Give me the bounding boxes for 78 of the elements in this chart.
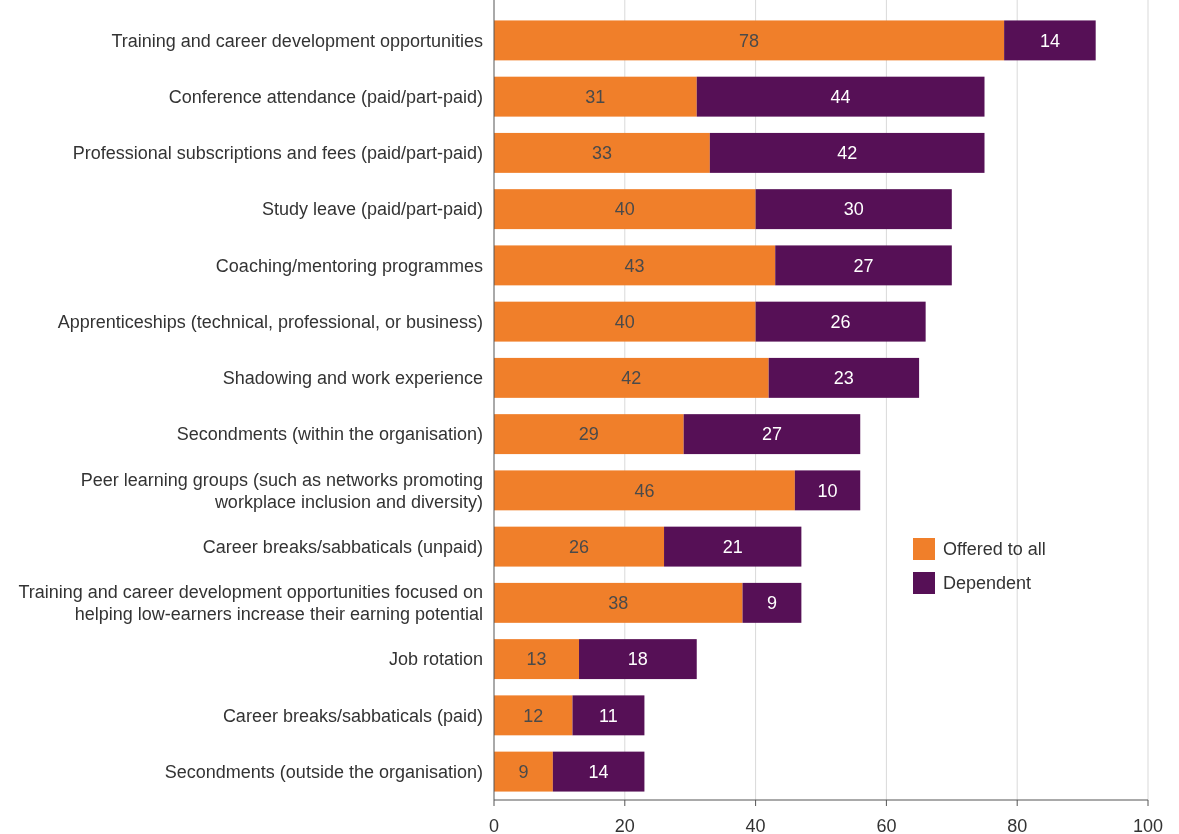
data-label: 11 bbox=[599, 705, 618, 726]
y-tick-label: Conference attendance (paid/part-paid) bbox=[168, 86, 483, 107]
y-tick-label: Study leave (paid/part-paid) bbox=[261, 199, 483, 220]
bar bbox=[742, 582, 802, 623]
data-label: 14 bbox=[588, 761, 609, 782]
bar bbox=[494, 301, 756, 342]
bar bbox=[494, 470, 795, 511]
bar bbox=[494, 582, 743, 623]
bar bbox=[579, 639, 697, 680]
data-label: 27 bbox=[853, 255, 874, 276]
bar bbox=[775, 245, 952, 286]
data-label: 9 bbox=[518, 761, 529, 782]
x-tick-label: 40 bbox=[745, 816, 766, 834]
data-label: 38 bbox=[608, 593, 629, 614]
data-label: 78 bbox=[739, 30, 760, 51]
data-label: 30 bbox=[843, 199, 864, 220]
data-label: 26 bbox=[830, 311, 851, 332]
x-tick-label: 100 bbox=[1132, 816, 1164, 834]
data-label: 42 bbox=[837, 143, 858, 164]
bar bbox=[768, 357, 920, 398]
bar bbox=[494, 526, 665, 567]
legend-label: Offered to all bbox=[943, 539, 1046, 560]
data-label: 44 bbox=[830, 86, 851, 107]
bar bbox=[494, 695, 573, 736]
bar bbox=[494, 414, 684, 455]
bar bbox=[696, 76, 985, 117]
bar bbox=[572, 695, 645, 736]
data-label: 23 bbox=[833, 368, 854, 389]
bar bbox=[1004, 20, 1096, 61]
legend-label: Dependent bbox=[943, 573, 1032, 594]
bar bbox=[494, 639, 580, 680]
y-tick-label: Career breaks/sabbaticals (unpaid) bbox=[202, 536, 483, 557]
data-label: 29 bbox=[578, 424, 599, 445]
y-tick-label: Job rotation bbox=[388, 649, 483, 670]
data-label: 26 bbox=[569, 536, 590, 557]
x-tick-label: 80 bbox=[1007, 816, 1028, 834]
x-tick-label: 20 bbox=[614, 816, 635, 834]
data-label: 10 bbox=[817, 480, 838, 501]
bar bbox=[552, 751, 645, 792]
bar bbox=[494, 245, 776, 286]
y-tick-label: Training and career development opportunities bbox=[111, 30, 483, 51]
x-tick-label: 0 bbox=[488, 816, 500, 834]
y-tick-label: Career breaks/sabbaticals (paid) bbox=[222, 705, 483, 726]
bar bbox=[494, 751, 553, 792]
data-label: 40 bbox=[614, 311, 635, 332]
data-label: 27 bbox=[761, 424, 782, 445]
data-label: 46 bbox=[634, 480, 655, 501]
y-tick-label: Training and career development opportunities focused on helping low-earners increase their earning potential bbox=[18, 582, 483, 625]
x-tick-label: 60 bbox=[876, 816, 897, 834]
bar bbox=[794, 470, 861, 511]
data-label: 33 bbox=[591, 143, 612, 164]
data-label: 9 bbox=[766, 593, 777, 614]
bar bbox=[494, 357, 769, 398]
data-label: 40 bbox=[614, 199, 635, 220]
data-label: 21 bbox=[722, 536, 743, 557]
bar bbox=[755, 301, 926, 342]
y-tick-label: Secondments (outside the organisation) bbox=[164, 761, 483, 782]
y-tick-label: Apprenticeships (technical, professional, or business) bbox=[57, 311, 483, 332]
y-tick-label: Peer learning groups (such as networks promoting workplace inclusion and diversity) bbox=[80, 469, 483, 512]
bar bbox=[494, 189, 756, 230]
data-label: 13 bbox=[526, 649, 547, 670]
bar bbox=[683, 414, 861, 455]
bar bbox=[494, 76, 697, 117]
bar bbox=[664, 526, 802, 567]
bar bbox=[755, 189, 952, 230]
bar bbox=[709, 132, 985, 173]
y-tick-label: Professional subscriptions and fees (paid/part-paid) bbox=[72, 143, 483, 164]
data-label: 31 bbox=[585, 86, 606, 107]
bar bbox=[494, 20, 1005, 61]
y-tick-label: Shadowing and work experience bbox=[222, 368, 483, 389]
data-label: 43 bbox=[624, 255, 645, 276]
y-tick-label: Secondments (within the organisation) bbox=[176, 424, 483, 445]
y-tick-label: Coaching/mentoring programmes bbox=[215, 255, 483, 276]
data-label: 12 bbox=[523, 705, 544, 726]
data-label: 18 bbox=[627, 649, 648, 670]
bar bbox=[494, 132, 710, 173]
data-label: 14 bbox=[1039, 30, 1060, 51]
data-label: 42 bbox=[621, 368, 642, 389]
